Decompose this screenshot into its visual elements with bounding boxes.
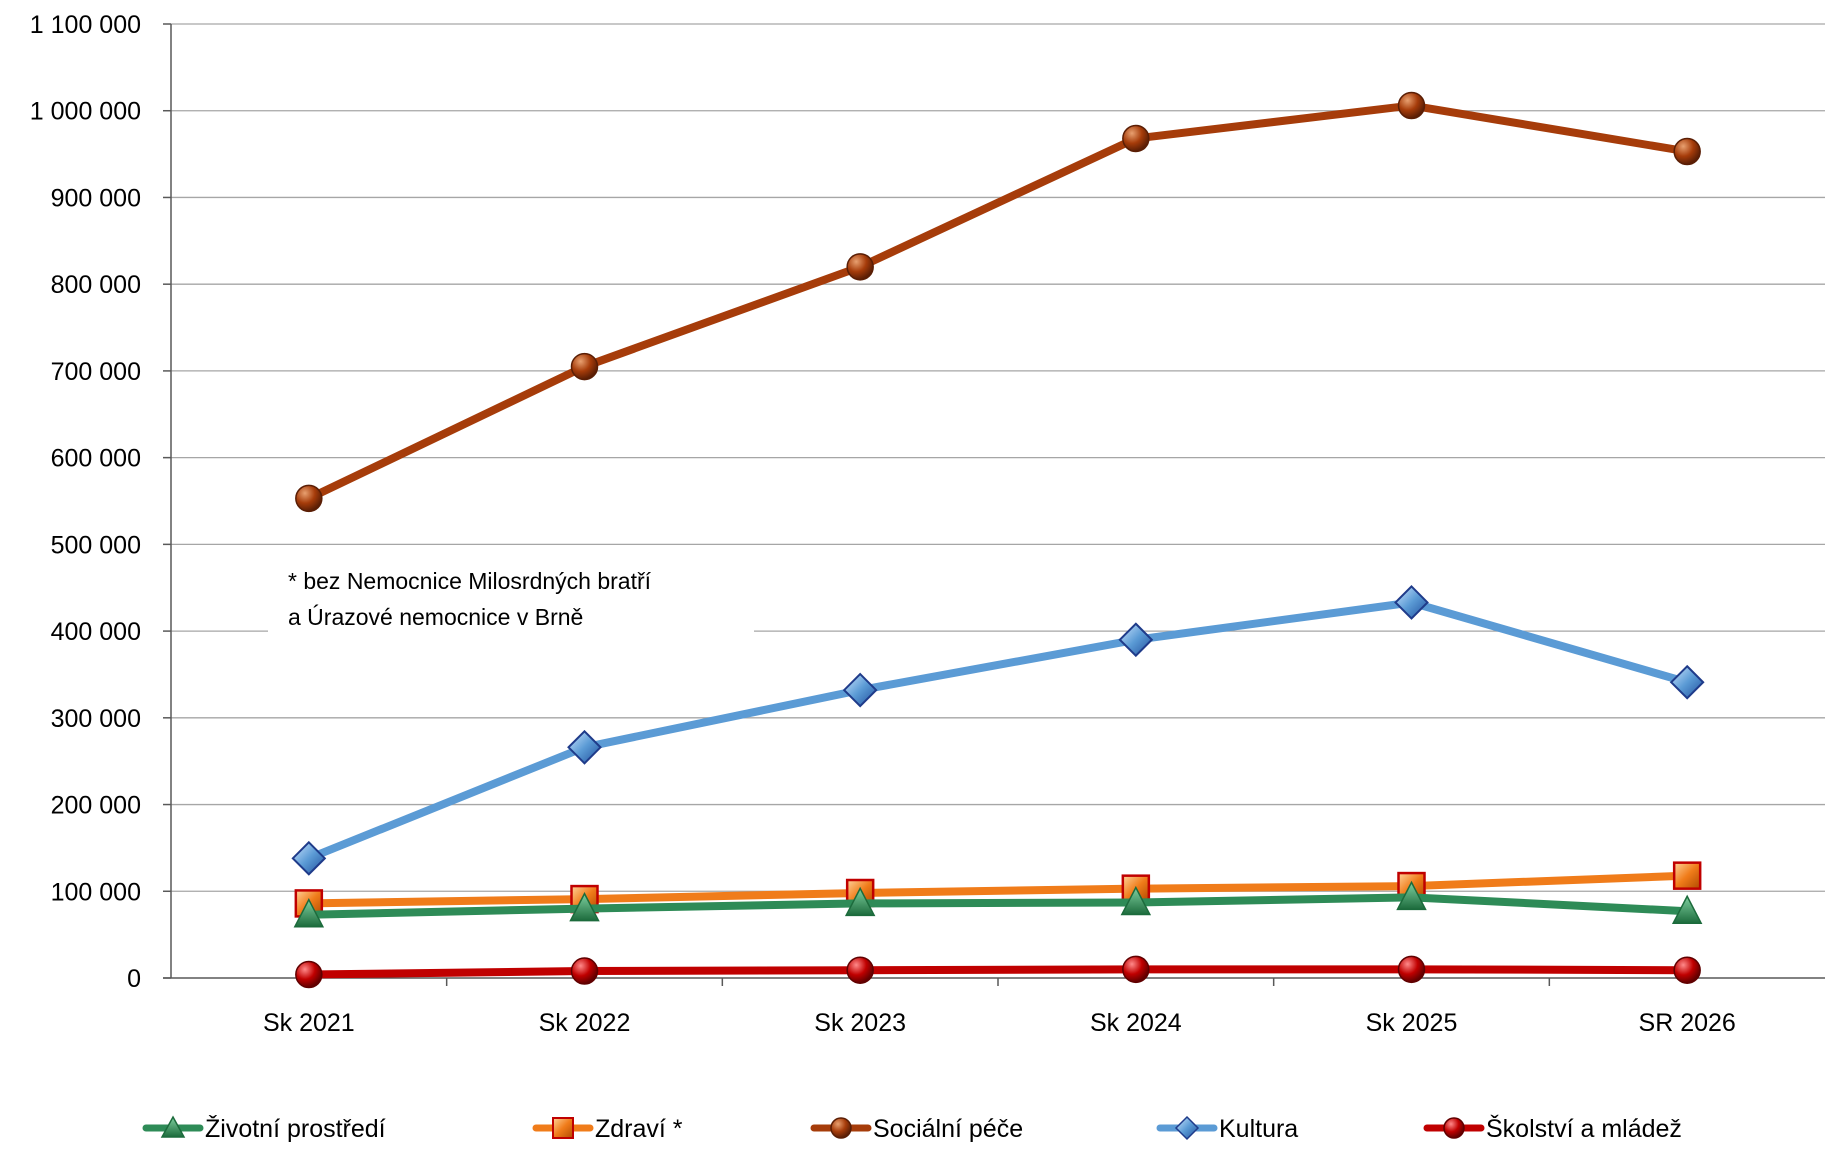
data-point[interactable] xyxy=(844,886,876,917)
x-tick-label: Sk 2021 xyxy=(263,1009,355,1037)
y-tick-label: 800 000 xyxy=(51,271,141,299)
data-point[interactable] xyxy=(1672,861,1702,890)
footnote-line-1: * bez Nemocnice Milosrdných bratří xyxy=(288,568,652,594)
y-tick-label: 900 000 xyxy=(51,184,141,212)
footnote-background xyxy=(268,556,754,640)
series xyxy=(291,91,1705,989)
y-tick-labels: 0 100 000 200 000 300 000 400 000 500 000 600 … xyxy=(30,11,141,993)
legend-item-zivotni-prostredi[interactable]: Životní prostředí xyxy=(142,1114,386,1143)
data-point[interactable] xyxy=(1397,955,1426,984)
data-point[interactable] xyxy=(1671,894,1703,924)
y-tick-label: 600 000 xyxy=(51,445,141,473)
data-point[interactable] xyxy=(1397,91,1426,120)
x-tick-label: SR 2026 xyxy=(1639,1009,1736,1037)
x-tick-label: Sk 2024 xyxy=(1090,1009,1182,1037)
legend-label-kultura: Kultura xyxy=(1219,1115,1298,1143)
data-point[interactable] xyxy=(1669,664,1705,700)
data-point[interactable] xyxy=(1120,885,1152,916)
legend-marker-diamond-icon xyxy=(1174,1115,1200,1141)
legend-item-kultura[interactable]: Kultura xyxy=(1156,1115,1298,1143)
legend-label-socialni-pece: Sociální péče xyxy=(873,1115,1023,1143)
footnote-annotation: * bez Nemocnice Milosrdných bratří a Úra… xyxy=(268,556,754,640)
data-point[interactable] xyxy=(1396,880,1427,911)
data-point[interactable] xyxy=(846,956,874,984)
data-point[interactable] xyxy=(846,253,874,281)
x-tick-label: Sk 2023 xyxy=(814,1009,906,1037)
series-line xyxy=(304,893,1692,919)
axes xyxy=(163,23,1825,986)
x-tick-label: Sk 2022 xyxy=(539,1009,631,1037)
y-tick-label: 1 000 000 xyxy=(30,98,141,126)
legend-item-socialni-pece[interactable]: Sociální péče xyxy=(810,1115,1023,1143)
legend-marker-square-icon xyxy=(552,1117,574,1139)
data-point[interactable] xyxy=(1673,956,1701,984)
data-point[interactable] xyxy=(842,672,878,708)
legend-marker-circle-icon xyxy=(830,1117,852,1139)
y-tick-label: 0 xyxy=(127,965,141,993)
x-tick-label: Sk 2025 xyxy=(1366,1009,1458,1037)
y-tick-label: 700 000 xyxy=(51,358,141,386)
legend-label-skolstvi-a-mladez: Školství a mládež xyxy=(1486,1114,1682,1143)
data-point[interactable] xyxy=(570,957,599,985)
legend-marker-circle-icon xyxy=(1443,1117,1465,1139)
data-point[interactable] xyxy=(570,352,599,381)
data-point[interactable] xyxy=(291,840,327,876)
data-point[interactable] xyxy=(293,898,325,928)
footnote-line-2: a Úrazové nemocnice v Brně xyxy=(288,604,583,630)
y-tick-label: 300 000 xyxy=(51,705,141,733)
series-line xyxy=(304,965,1692,979)
legend-item-skolstvi-a-mladez[interactable]: Školství a mládež xyxy=(1423,1114,1682,1143)
series-skolstvi-a-mladez xyxy=(295,955,1701,989)
series-line xyxy=(304,871,1692,908)
series-kultura xyxy=(291,585,1705,876)
legend-item-zdravi[interactable]: Zdraví * xyxy=(532,1115,683,1143)
x-tick-labels: Sk 2021 Sk 2022 Sk 2023 Sk 2024 Sk 2025 SR 20… xyxy=(263,1009,1736,1037)
data-point[interactable] xyxy=(1394,585,1429,620)
gridlines xyxy=(171,23,1825,892)
y-tick-label: 500 000 xyxy=(51,531,141,559)
data-point[interactable] xyxy=(1673,137,1701,166)
data-point[interactable] xyxy=(1122,124,1150,153)
data-point[interactable] xyxy=(569,891,600,922)
legend-marker-triangle-icon xyxy=(160,1115,186,1138)
series-zivotni-prostredi xyxy=(293,880,1703,928)
legend-label-zdravi: Zdraví * xyxy=(595,1115,683,1143)
y-tick-label: 100 000 xyxy=(51,878,141,906)
series-line xyxy=(304,598,1692,863)
y-tick-label: 200 000 xyxy=(51,792,141,820)
legend: Životní prostředí Zdraví * Sociální péče… xyxy=(142,1114,1682,1143)
data-point[interactable] xyxy=(567,729,602,765)
legend-label-zivotni-prostredi: Životní prostředí xyxy=(205,1114,386,1143)
series-socialni-pece xyxy=(295,91,1701,513)
y-tick-label: 1 100 000 xyxy=(30,11,141,39)
data-point[interactable] xyxy=(295,960,323,989)
data-point[interactable] xyxy=(1118,622,1154,658)
series-line xyxy=(304,101,1692,503)
data-point[interactable] xyxy=(1122,955,1150,984)
y-tick-label: 400 000 xyxy=(51,618,141,646)
data-point[interactable] xyxy=(295,484,323,513)
